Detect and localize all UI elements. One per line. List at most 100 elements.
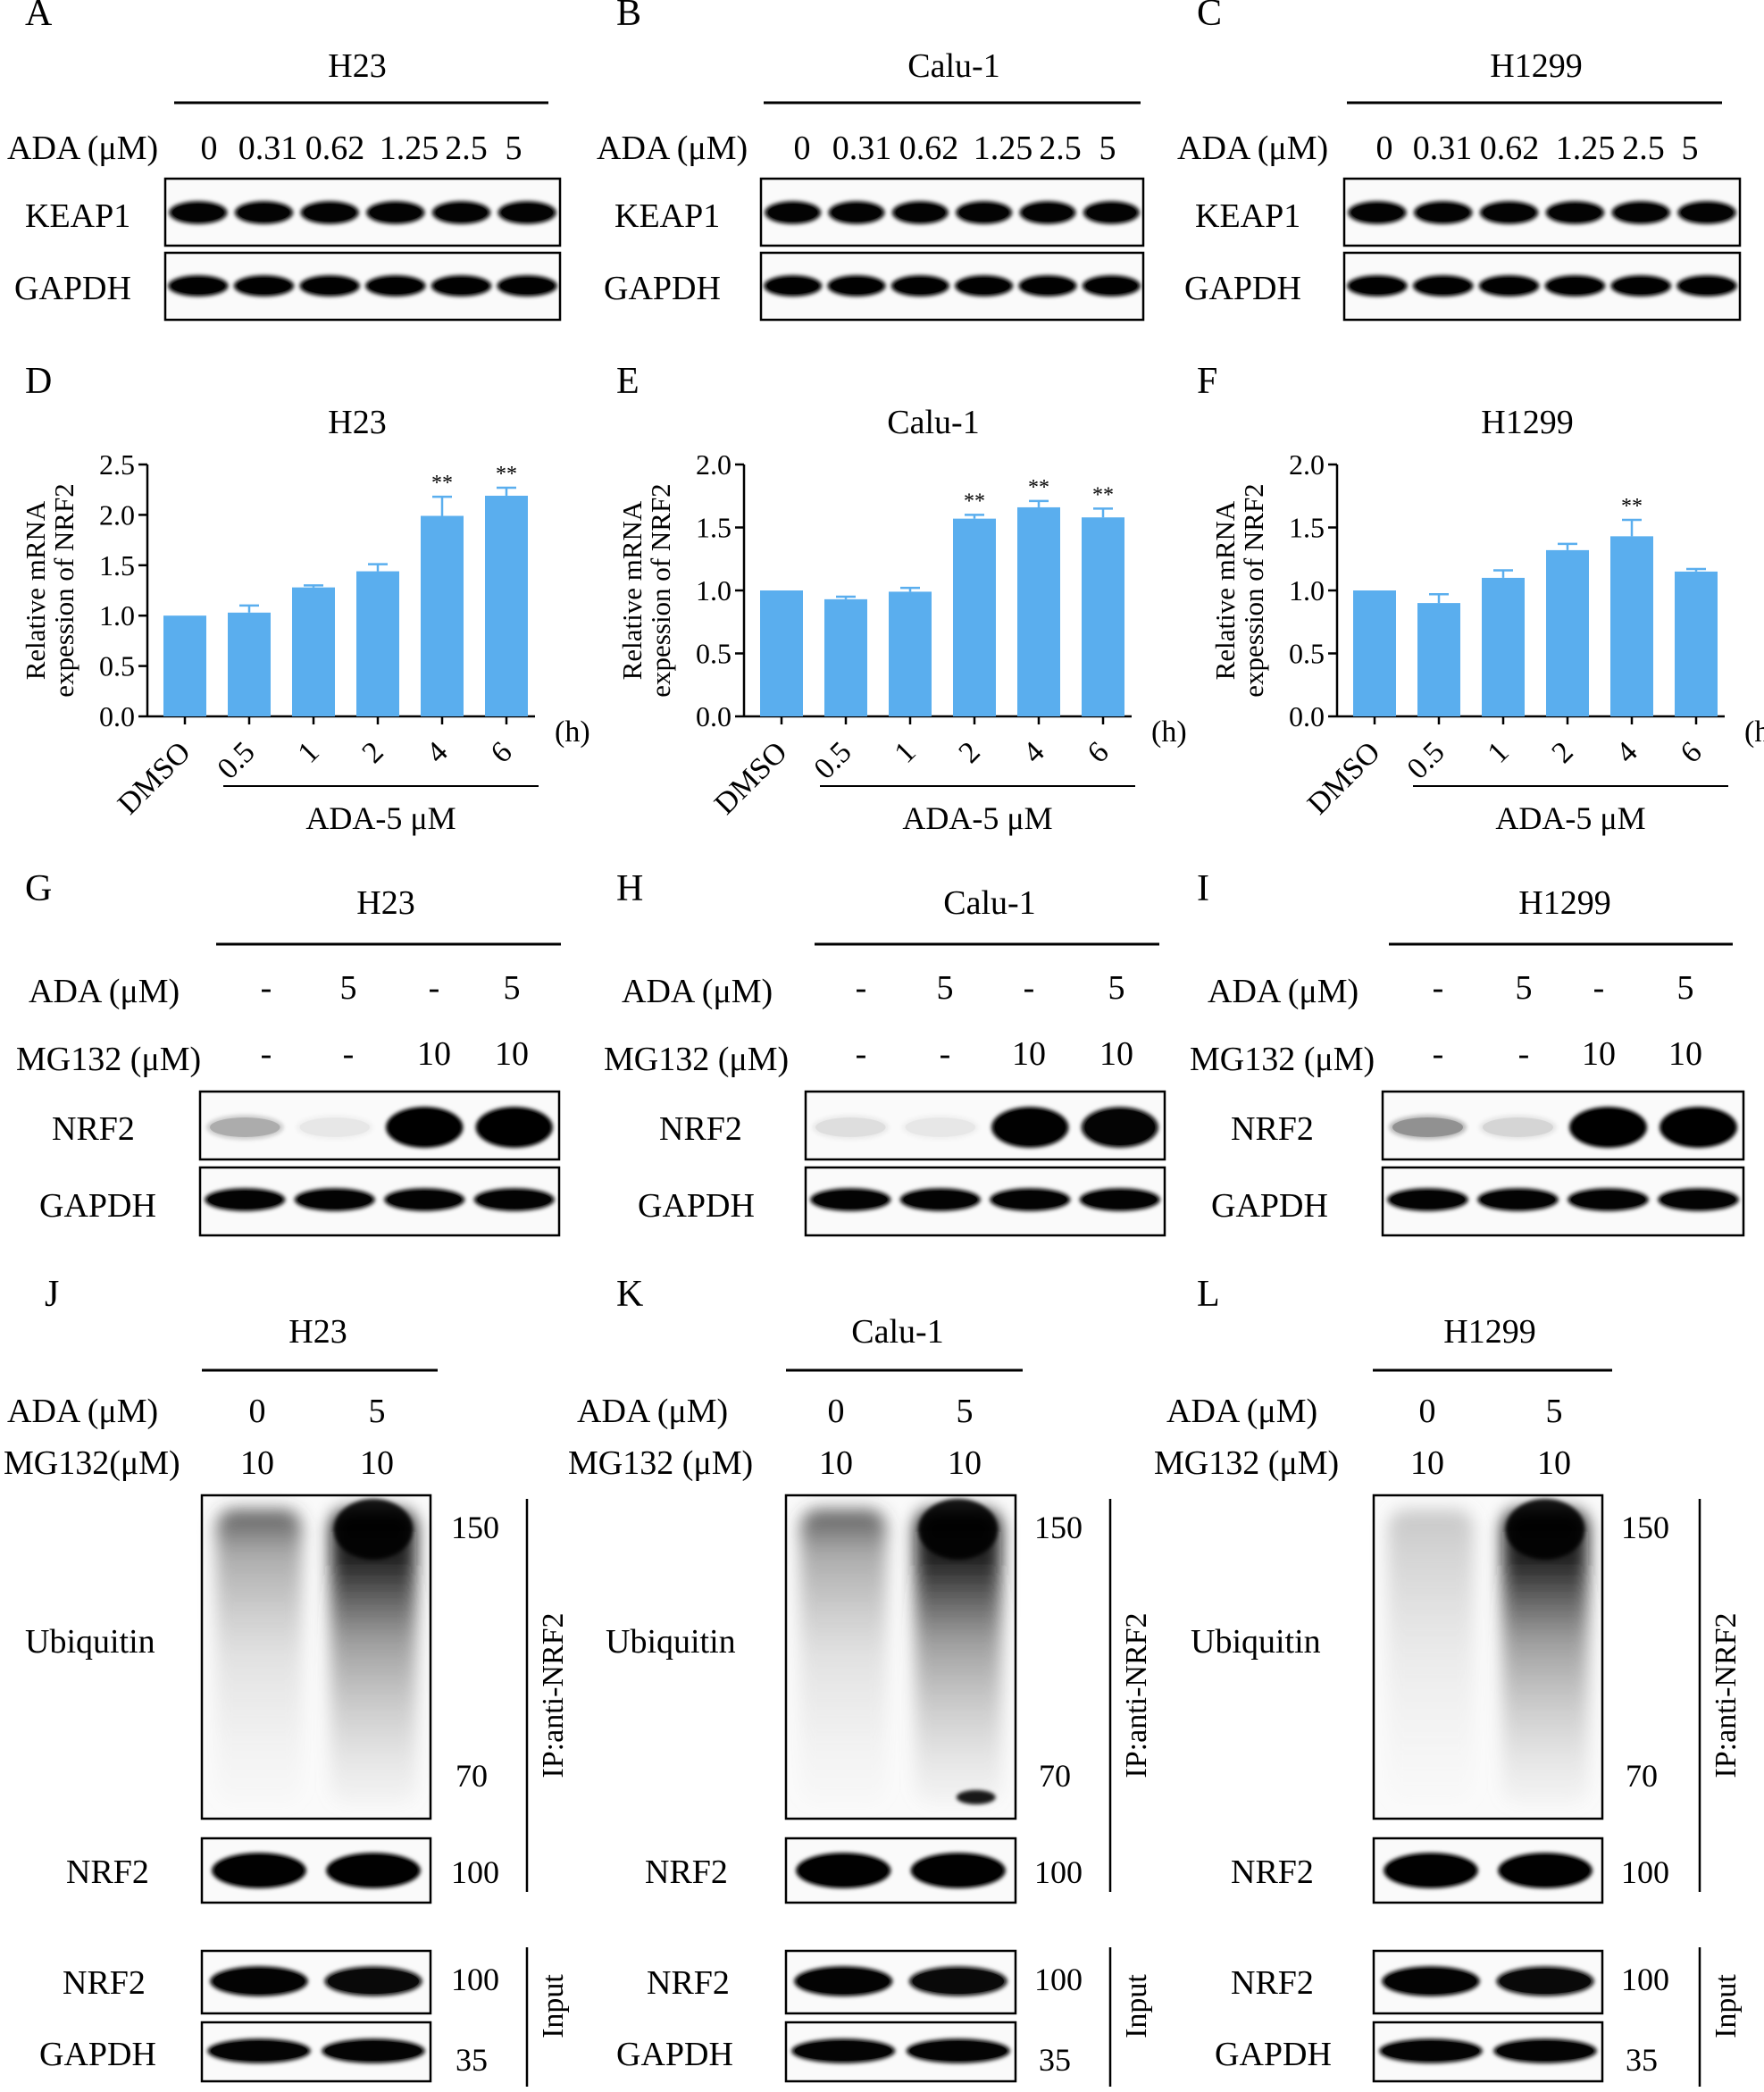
concentration-label: 0.31: [1413, 130, 1473, 167]
concentration-label: 1.25: [1556, 130, 1616, 167]
ada-label: ADA (μM): [1166, 1393, 1317, 1430]
band: [796, 1853, 891, 1888]
ubiquitin-top-band: [1506, 1499, 1584, 1560]
band: [497, 201, 557, 224]
bar-chart-D: H23 0.0 0.5 1.0 1.5 2.0 2.5 Relative mRNAexpess…: [20, 404, 590, 836]
x-tick-label: 2: [1545, 735, 1579, 769]
blot-nrf2: [198, 1090, 561, 1161]
blot-nrf2: [804, 1090, 1166, 1161]
band: [212, 1853, 306, 1888]
blot-ubiquitin: [784, 1494, 1017, 1820]
ada-label: ADA (μM): [1177, 130, 1328, 167]
band: [1478, 275, 1540, 297]
ada-value: 0: [828, 1393, 845, 1430]
mw-marker: 100: [451, 1854, 499, 1890]
blot-label-nrf2-input: NRF2: [1231, 1964, 1314, 2002]
panel-letter-C: C: [1197, 0, 1222, 34]
blot-keap1: [163, 177, 562, 247]
concentration-label: 0.62: [1480, 130, 1540, 167]
ada-value: 0: [249, 1393, 266, 1430]
x-tick-label: 6: [1081, 735, 1115, 769]
y-tick-label: 1.5: [1289, 512, 1325, 544]
y-tick-label: 0.0: [696, 700, 732, 732]
panel-letter-B: B: [616, 0, 641, 34]
blot-gapdh-input: [200, 2021, 432, 2083]
band: [1544, 275, 1606, 297]
ada-value: -: [429, 969, 440, 1007]
significance-mark: **: [1621, 495, 1643, 518]
input-label: Input: [1710, 1974, 1743, 2038]
x-tick-label: 4: [420, 735, 454, 769]
band: [764, 275, 823, 297]
panel-letter-E: E: [616, 361, 640, 402]
blot-label-nrf2-input: NRF2: [647, 1964, 730, 2002]
mw-marker: 100: [1034, 1962, 1083, 1997]
y-tick-label: 1.5: [696, 512, 732, 544]
ip-label: IP:anti-NRF2: [1120, 1612, 1153, 1778]
band: [384, 1188, 465, 1211]
band: [1611, 201, 1671, 224]
blot-gapdh: [1342, 251, 1742, 322]
x-tick-label: 1: [888, 735, 922, 769]
ada-value: -: [856, 969, 867, 1007]
y-tick-label: 0.0: [99, 700, 135, 732]
bar: [356, 571, 399, 716]
x-axis-unit: (h): [555, 715, 590, 749]
blot-label-nrf2-ip: NRF2: [645, 1854, 728, 1891]
band: [810, 1188, 891, 1211]
band: [233, 275, 295, 297]
band: [1389, 1115, 1467, 1140]
y-tick-label: 2.5: [99, 448, 135, 481]
input-label: Input: [537, 1974, 570, 2038]
bar: [1017, 506, 1060, 716]
ada-value: 5: [957, 1393, 974, 1430]
y-axis-label: expession of NRF2: [645, 483, 676, 697]
ubiquitin-top-band: [334, 1499, 413, 1560]
blot-label-gapdh-input: GAPDH: [1215, 2036, 1332, 2073]
band: [294, 1188, 375, 1211]
x-axis-unit: (h): [1744, 715, 1764, 749]
band: [1676, 275, 1738, 297]
x-tick-label: DMSO: [1301, 735, 1387, 821]
mg132-label: MG132 (μM): [16, 1041, 201, 1078]
concentration-label: 0.31: [238, 130, 298, 167]
bar: [485, 495, 528, 716]
band: [791, 2038, 896, 2063]
y-axis-label: Relative mRNA: [1209, 500, 1241, 680]
mw-marker: 35: [1039, 2042, 1071, 2078]
band: [812, 1115, 890, 1140]
x-tick-label: 1: [1481, 735, 1515, 769]
ada-value: -: [1433, 969, 1444, 1007]
band: [1412, 275, 1474, 297]
concentration-label: 0: [1376, 130, 1393, 167]
bar: [1675, 571, 1718, 716]
chart-title: Calu-1: [887, 404, 979, 441]
concentration-label: 1.25: [974, 130, 1033, 167]
band: [1379, 2038, 1483, 2063]
band: [891, 201, 949, 224]
ada-label: ADA (μM): [597, 130, 748, 167]
ubiquitin-spot: [956, 1790, 996, 1804]
band: [205, 1188, 286, 1211]
blot-label-gapdh: GAPDH: [39, 1187, 156, 1225]
x-tick-label: 0.5: [211, 735, 261, 785]
ada-value: 5: [937, 969, 954, 1007]
y-tick-label: 2.0: [696, 448, 732, 481]
ubiquitin-label: Ubiquitin: [606, 1623, 736, 1661]
mg132-label: MG132 (μM): [1190, 1041, 1375, 1078]
mw-marker: 150: [1621, 1510, 1669, 1545]
band: [990, 1188, 1071, 1211]
band: [431, 275, 492, 297]
band: [1413, 201, 1473, 224]
mg132-label: MG132 (μM): [1154, 1444, 1339, 1482]
mg132-value: 10: [240, 1444, 274, 1482]
mg132-value: 10: [819, 1444, 853, 1482]
ubiquitin-smear: [216, 1510, 302, 1804]
title-row1-H23: H23: [328, 47, 386, 85]
ubiquitin-smear: [915, 1510, 1001, 1804]
blot-label-nrf2-ip: NRF2: [1231, 1854, 1314, 1891]
mw-marker: 100: [1621, 1962, 1669, 1997]
blot-nrf2-input: [1372, 1949, 1604, 2015]
band: [1479, 201, 1539, 224]
